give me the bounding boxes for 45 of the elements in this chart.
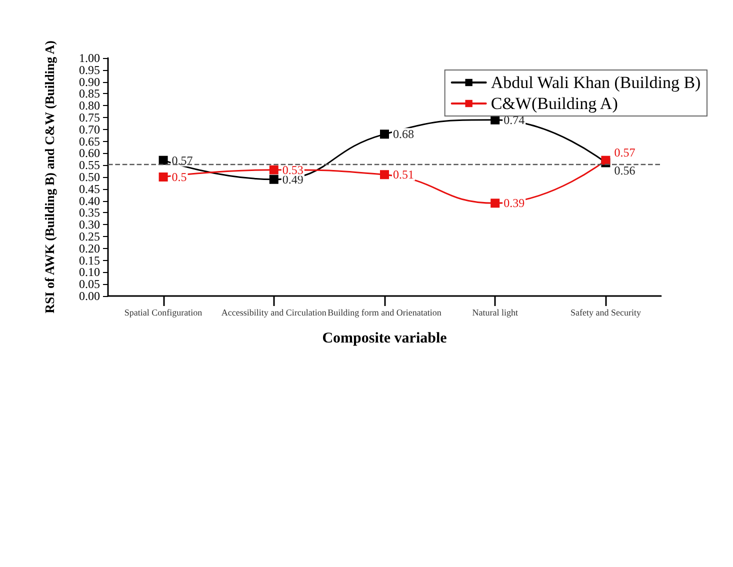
y-tick-label: 0.90 [79, 74, 100, 89]
y-tick-label: 0.40 [79, 194, 100, 208]
x-tick-label: Natural light [472, 308, 518, 318]
data-label: 0.56 [614, 164, 636, 178]
x-tick-label: Safety and Security [570, 308, 642, 318]
point [601, 156, 610, 165]
data-label: 0.57 [614, 145, 636, 160]
y-tick-label: 0.80 [79, 98, 100, 113]
y-axis-title: RSI of AWK (Building B) and C&W (Building A) [42, 40, 57, 314]
y-tick-label: 0.35 [79, 206, 100, 220]
y-tick-label: 0.75 [79, 110, 100, 124]
x-axis-title: Composite variable [322, 330, 448, 346]
data-label: 0.53 [282, 162, 304, 177]
y-tick-label: 0.70 [79, 122, 100, 136]
x-tick-label: Accessibility and Circulation [221, 308, 327, 318]
point [269, 165, 278, 174]
point [490, 198, 500, 208]
x-tick-label: Building form and Orienatation [328, 308, 442, 318]
point [380, 130, 389, 139]
y-tick-label: 0.30 [79, 218, 100, 232]
y-tick-label: 0.25 [79, 230, 100, 244]
point [269, 174, 278, 184]
y-tick-label: 0.85 [79, 86, 100, 101]
y-tick-label: 0.05 [79, 277, 100, 292]
point [158, 156, 168, 165]
y-tick-label: 0.60 [79, 146, 100, 160]
point [158, 172, 168, 182]
y-tick-label: 1.00 [79, 51, 100, 65]
legend-label: Abdul Wali Khan (Building B) [490, 73, 701, 92]
x-tick-label: Spatial Configuration [124, 308, 203, 318]
legend-label: C&W(Building A) [490, 94, 618, 113]
y-tick-label: 0.20 [79, 241, 100, 256]
y-tick-label: 0.95 [79, 62, 100, 77]
y-tick-label: 0.10 [79, 265, 100, 280]
y-tick-label: 0.55 [79, 158, 100, 172]
y-tick-label: 0.65 [79, 134, 100, 148]
y-tick-label: 0.45 [79, 182, 100, 196]
y-tick-label: 0.15 [79, 253, 100, 268]
data-label: 0.5 [172, 170, 187, 184]
data-label: 0.51 [393, 168, 414, 182]
data-label: 0.68 [393, 127, 414, 142]
y-tick-label: 0.50 [79, 170, 100, 184]
data-label: 0.39 [504, 196, 525, 210]
y-tick-label: 0.00 [79, 289, 100, 303]
point [380, 170, 389, 180]
